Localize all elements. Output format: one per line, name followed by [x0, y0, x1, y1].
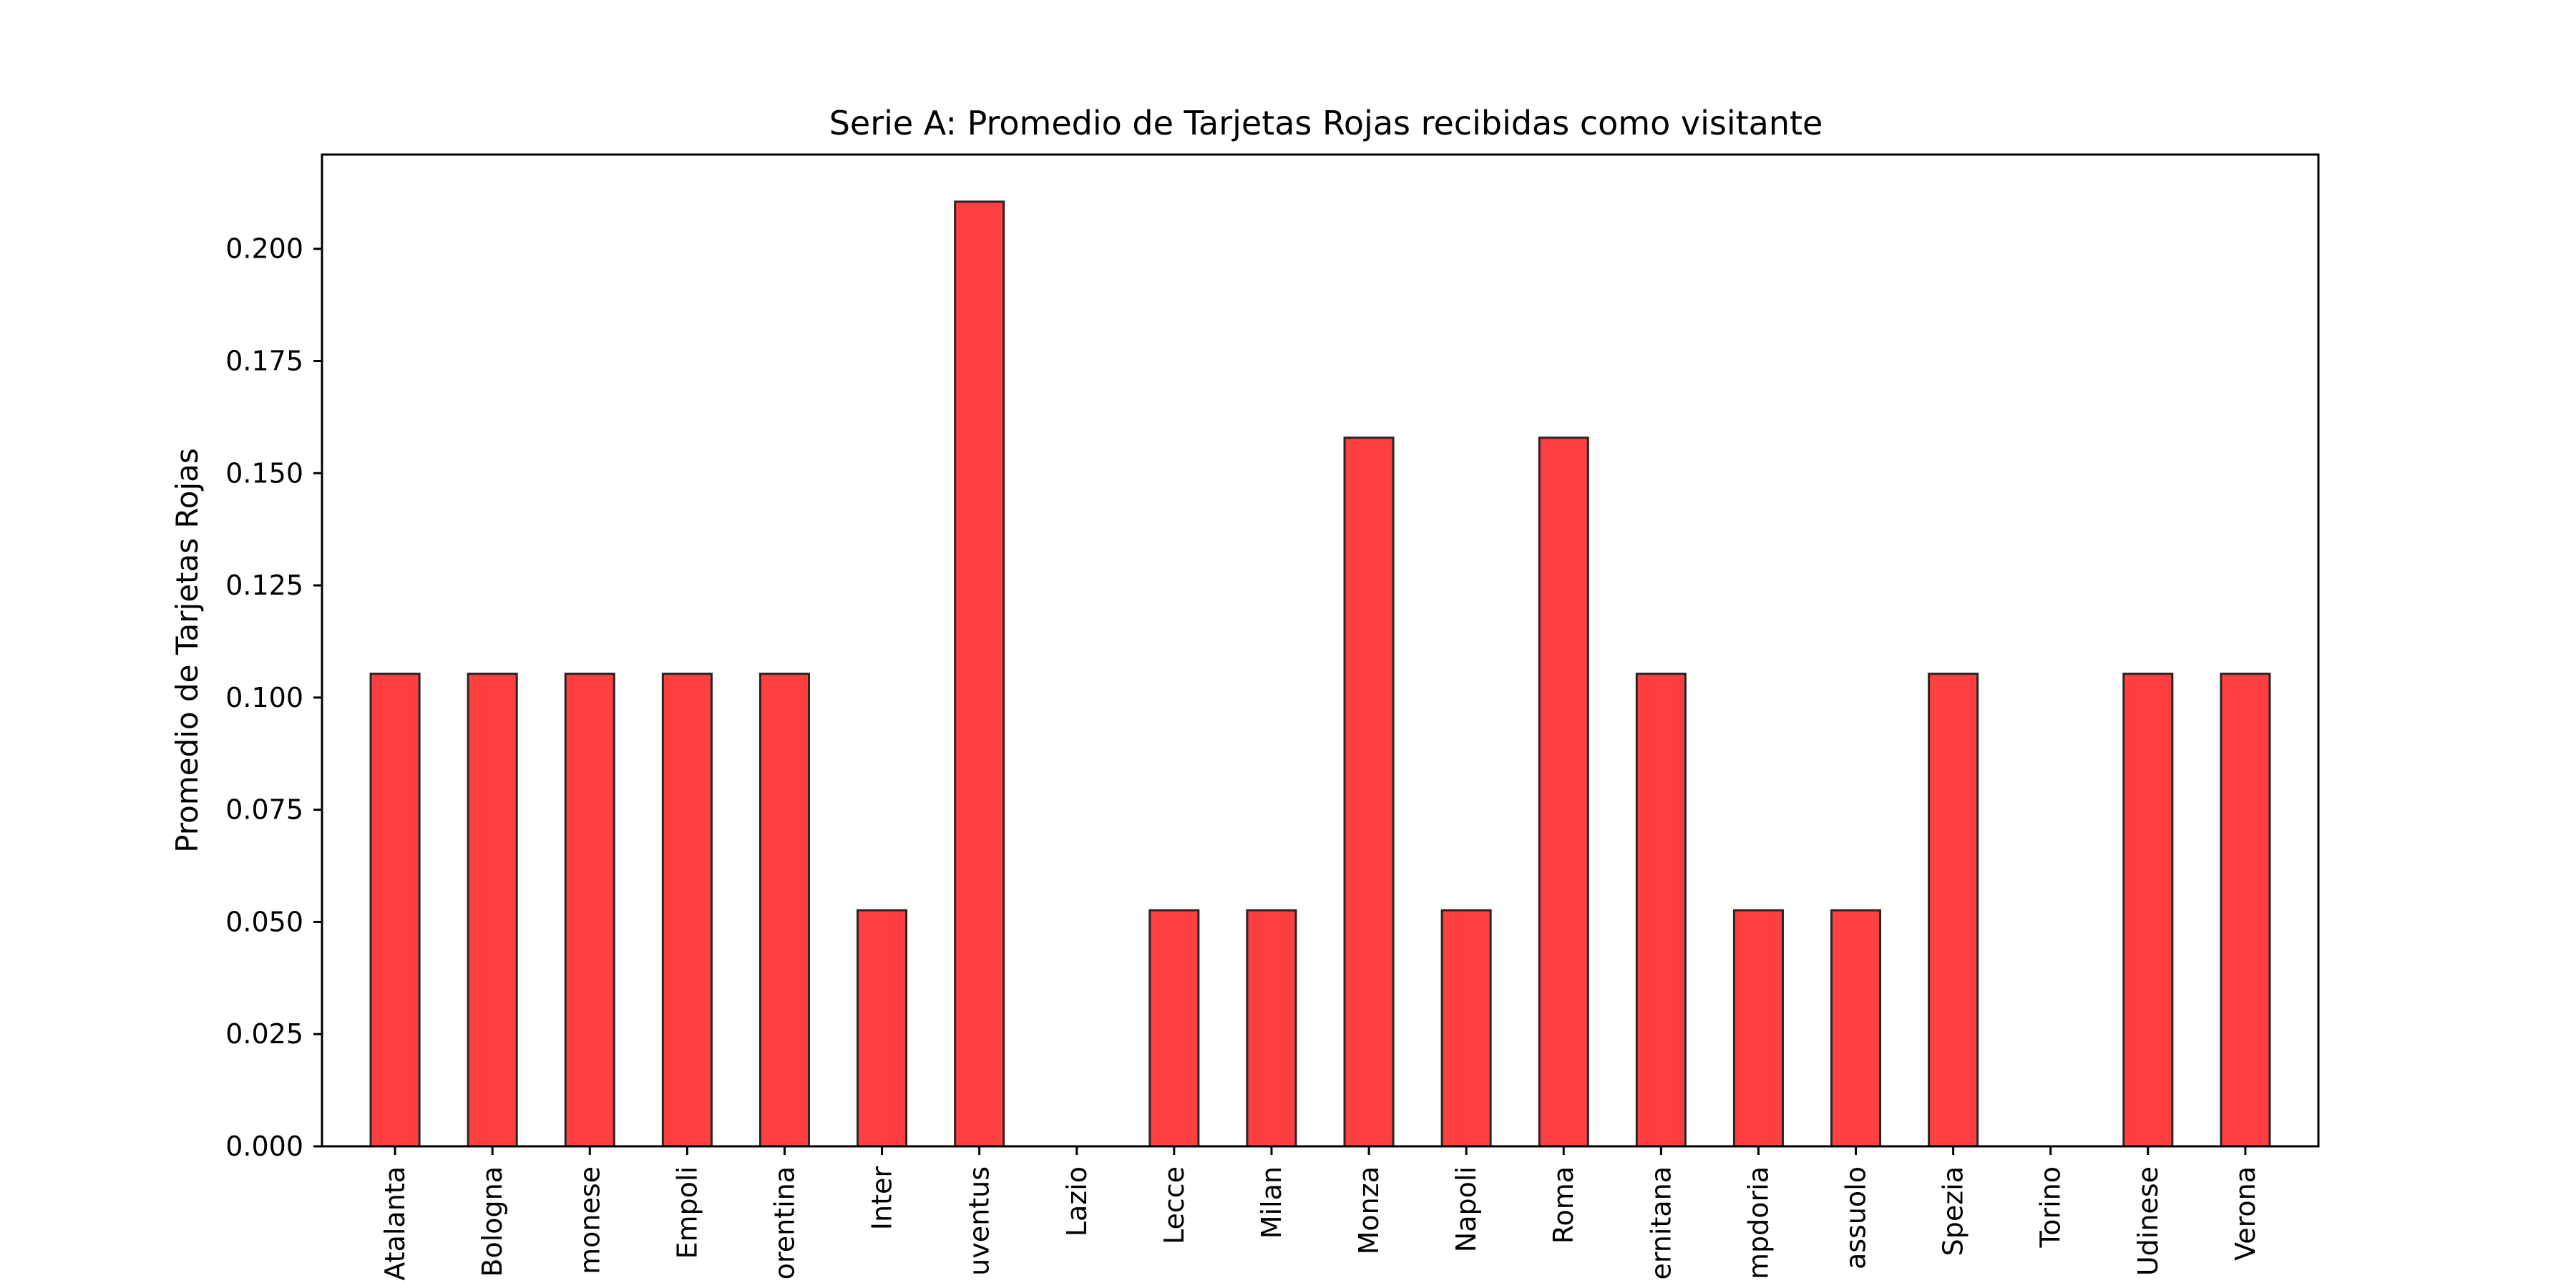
y-tick-label-6: 0.150	[225, 457, 303, 489]
x-tick-label-15: assuolo	[1840, 1166, 1872, 1269]
bar-13	[1635, 673, 1687, 1148]
x-tick-label-17: Torino	[2035, 1166, 2067, 1249]
x-tick-label-14: mpdoria	[1742, 1166, 1774, 1279]
bar-10	[1343, 436, 1395, 1148]
y-tick-label-0: 0.000	[225, 1131, 303, 1162]
bar-19	[2220, 673, 2271, 1148]
x-tick-label-5: Inter	[867, 1166, 898, 1231]
y-axis-label: Promedio de Tarjetas Rojas	[170, 448, 205, 853]
x-tick-label-9: Milan	[1256, 1166, 1287, 1239]
y-tick-label-8: 0.200	[225, 233, 303, 265]
y-tick-label-4: 0.100	[225, 682, 303, 713]
bar-0	[369, 673, 421, 1148]
bar-2	[564, 673, 615, 1148]
bar-11	[1440, 909, 1492, 1148]
bar-9	[1246, 909, 1297, 1148]
x-tick-label-13: ernitana	[1645, 1166, 1677, 1280]
plot-area-frame	[321, 153, 2320, 1148]
x-tick-label-2: monese	[574, 1166, 605, 1274]
y-axis-ticks: 0.000 0.025 0.050 0.075 0.100 0.125 0.150 0.175…	[225, 233, 322, 1162]
bar-4	[758, 673, 810, 1148]
bars-group	[369, 200, 2271, 1148]
x-tick-label-16: Spezia	[1938, 1166, 1969, 1256]
bar-15	[1830, 909, 1882, 1148]
x-tick-label-7: Lazio	[1061, 1166, 1093, 1236]
x-tick-label-6: uventus	[964, 1166, 995, 1276]
bar-12	[1538, 436, 1589, 1148]
x-tick-label-8: Lecce	[1158, 1166, 1190, 1244]
x-tick-label-0: Atalanta	[379, 1166, 411, 1281]
bar-16	[1928, 673, 1979, 1148]
bar-1	[467, 673, 518, 1148]
x-tick-label-4: orentina	[769, 1166, 800, 1279]
x-tick-label-19: Verona	[2230, 1166, 2261, 1261]
y-tick-label-2: 0.050	[225, 906, 303, 937]
chart-title: Serie A: Promedio de Tarjetas Rojas reci…	[829, 104, 1823, 142]
x-tick-label-11: Napoli	[1450, 1166, 1482, 1252]
bar-6	[954, 200, 1005, 1148]
y-tick-label-1: 0.025	[225, 1018, 303, 1050]
bar-18	[2122, 673, 2174, 1148]
y-tick-label-5: 0.125	[225, 570, 303, 601]
x-tick-label-18: Udinese	[2132, 1166, 2164, 1276]
x-tick-label-10: Monza	[1353, 1166, 1385, 1254]
y-tick-label-7: 0.175	[225, 345, 303, 376]
bar-8	[1148, 909, 1200, 1148]
bar-3	[661, 673, 713, 1148]
x-tick-label-3: Empoli	[671, 1166, 703, 1259]
y-tick-label-3: 0.075	[225, 794, 303, 826]
x-tick-label-12: Roma	[1548, 1166, 1579, 1244]
x-axis-ticks: Atalanta Bologna monese Empoli orentina Inter…	[379, 1146, 2261, 1281]
bar-14	[1732, 909, 1784, 1148]
x-tick-label-1: Bologna	[477, 1166, 508, 1277]
bar-5	[857, 909, 908, 1148]
